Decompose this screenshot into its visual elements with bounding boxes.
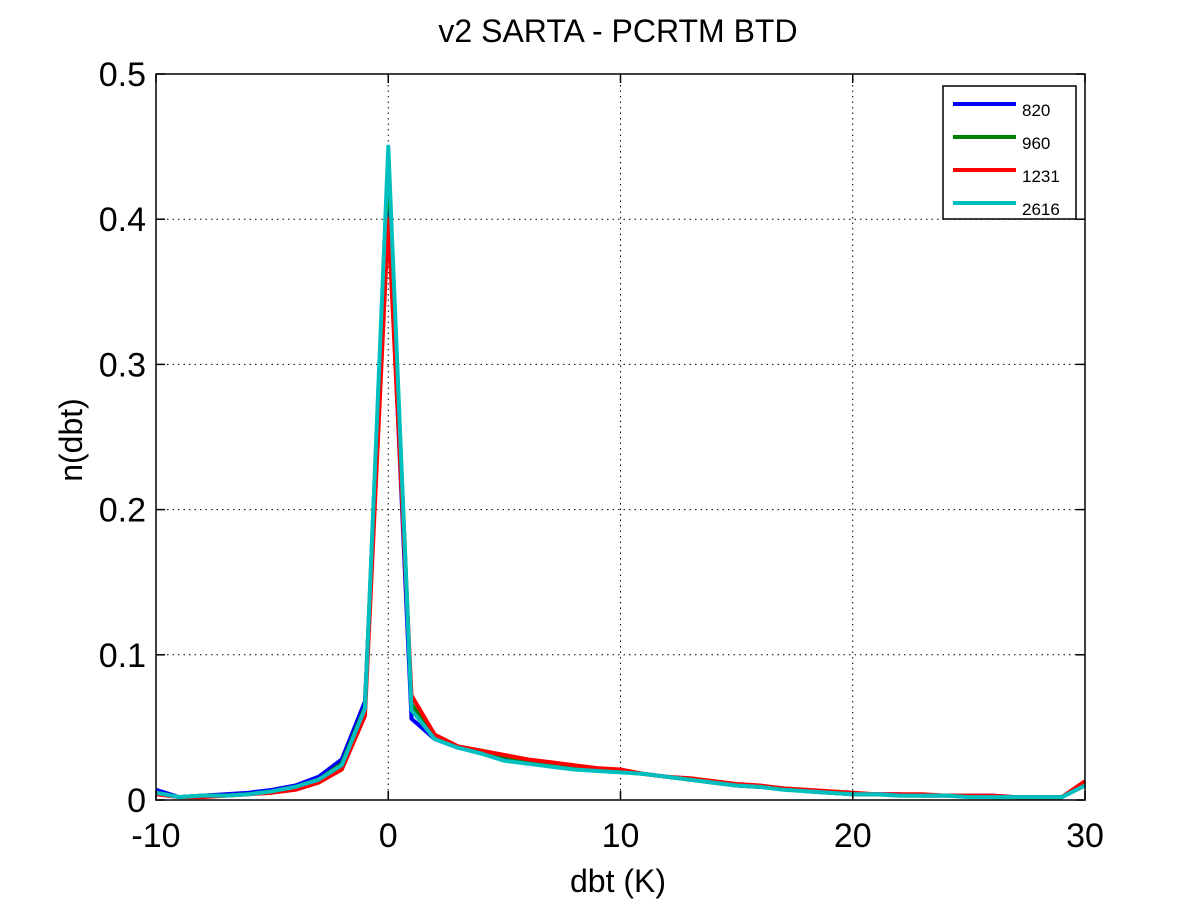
series-lines bbox=[155, 144, 1087, 800]
x-tick-label: 0 bbox=[379, 817, 398, 855]
grid bbox=[156, 74, 1085, 800]
legend: 820 960 1231 2616 bbox=[942, 85, 1077, 220]
legend-label: 820 bbox=[1022, 101, 1050, 120]
y-tick-label: 0 bbox=[127, 782, 146, 820]
y-tick-label: 0.3 bbox=[99, 346, 146, 384]
y-tick-label: 0.1 bbox=[99, 637, 146, 675]
y-tick-label: 0.4 bbox=[99, 201, 146, 239]
x-tick-label: 30 bbox=[1066, 817, 1104, 855]
series-line-2616 bbox=[155, 144, 1086, 800]
series-line-820 bbox=[155, 202, 1086, 800]
axis-ticks bbox=[155, 73, 1086, 801]
legend-label: 1231 bbox=[1022, 167, 1060, 186]
x-tick-labels: -10 0 10 20 30 bbox=[131, 817, 1103, 855]
legend-label: 2616 bbox=[1022, 200, 1060, 219]
y-tick-label: 0.2 bbox=[99, 492, 146, 530]
x-tick-label: 20 bbox=[834, 817, 872, 855]
y-tick-label: 0.5 bbox=[99, 56, 146, 94]
legend-label: 960 bbox=[1022, 134, 1050, 153]
x-axis-title: dbt (K) bbox=[570, 863, 666, 899]
legend-box bbox=[942, 85, 1077, 220]
y-axis-title: n(dbt) bbox=[53, 398, 89, 482]
x-tick-label: -10 bbox=[131, 817, 180, 855]
x-tick-label: 10 bbox=[602, 817, 640, 855]
y-tick-labels: 0 0.1 0.2 0.3 0.4 0.5 bbox=[99, 56, 146, 820]
chart-title: v2 SARTA - PCRTM BTD bbox=[438, 13, 797, 49]
